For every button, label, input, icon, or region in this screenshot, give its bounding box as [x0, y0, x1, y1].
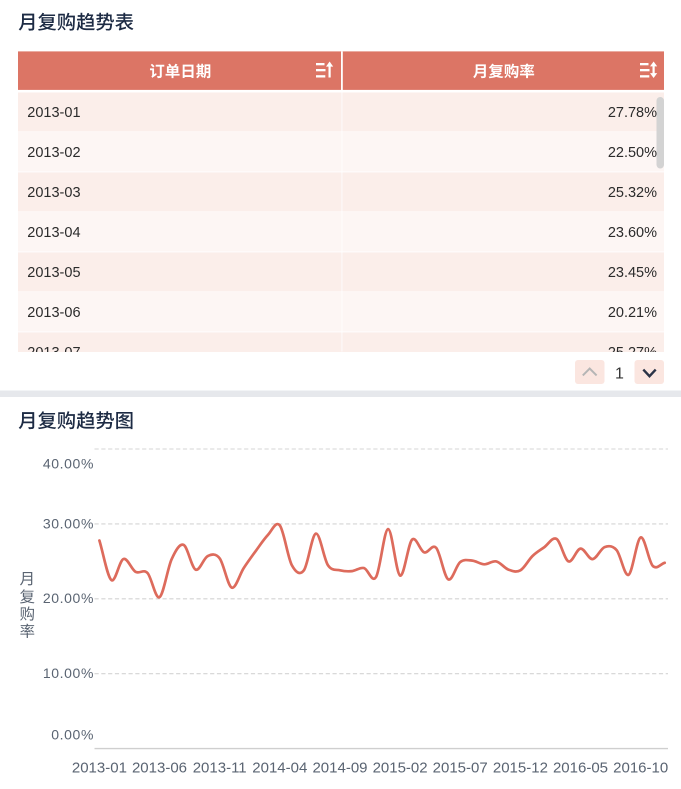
- svg-text:2015-02: 2015-02: [373, 759, 428, 776]
- svg-text:2015-12: 2015-12: [493, 759, 548, 776]
- svg-text:2014-09: 2014-09: [312, 759, 367, 776]
- svg-text:23.45%: 23.45%: [608, 265, 657, 281]
- svg-text:20.21%: 20.21%: [608, 305, 657, 321]
- svg-text:25.32%: 25.32%: [608, 185, 657, 201]
- svg-text:2016-05: 2016-05: [553, 759, 608, 776]
- svg-text:2013-11: 2013-11: [193, 759, 247, 776]
- svg-text:2015-07: 2015-07: [433, 759, 488, 776]
- svg-text:2013-01: 2013-01: [72, 759, 127, 776]
- svg-text:30.00%: 30.00%: [43, 515, 94, 531]
- svg-text:2013-03: 2013-03: [27, 185, 80, 201]
- svg-text:40.00%: 40.00%: [43, 455, 94, 471]
- svg-text:20.00%: 20.00%: [43, 590, 94, 606]
- svg-text:2016-10: 2016-10: [613, 759, 668, 776]
- svg-text:22.50%: 22.50%: [608, 145, 657, 161]
- svg-text:27.78%: 27.78%: [608, 105, 657, 121]
- svg-text:2013-05: 2013-05: [27, 265, 80, 281]
- svg-text:2014-04: 2014-04: [252, 759, 307, 776]
- svg-text:2013-02: 2013-02: [27, 145, 80, 161]
- svg-text:2013-04: 2013-04: [27, 225, 80, 241]
- svg-text:2013-01: 2013-01: [27, 105, 80, 121]
- svg-text:2013-06: 2013-06: [132, 759, 187, 776]
- svg-text:1: 1: [615, 365, 624, 382]
- svg-text:2013-06: 2013-06: [27, 305, 80, 321]
- svg-text:10.00%: 10.00%: [43, 665, 94, 681]
- svg-text:0.00%: 0.00%: [51, 727, 94, 743]
- svg-text:23.60%: 23.60%: [608, 225, 657, 241]
